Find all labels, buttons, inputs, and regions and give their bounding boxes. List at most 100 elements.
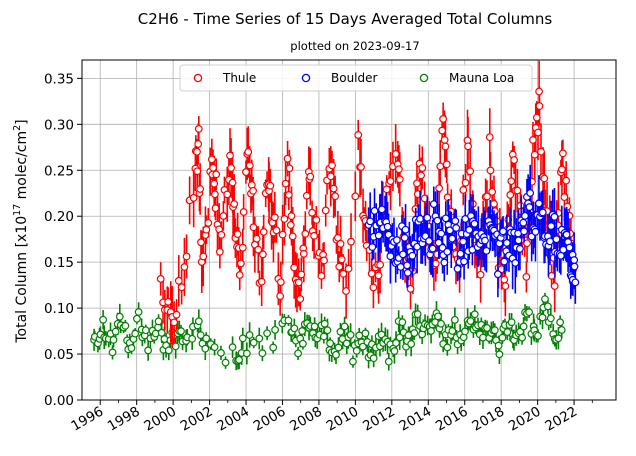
y-tick-label: 0.00 xyxy=(44,393,74,409)
data-point xyxy=(556,318,565,327)
data-point xyxy=(437,229,446,238)
data-point xyxy=(557,326,566,334)
data-point xyxy=(284,190,293,199)
data-point xyxy=(560,193,569,202)
data-point xyxy=(368,243,377,251)
data-point xyxy=(244,148,253,156)
x-tick-label: 2022 xyxy=(542,404,580,435)
data-point xyxy=(188,334,197,343)
data-point xyxy=(481,236,489,245)
data-point xyxy=(109,335,118,344)
data-point xyxy=(355,331,364,340)
data-point xyxy=(349,357,357,366)
data-point xyxy=(238,243,247,252)
data-point xyxy=(258,349,267,358)
data-point xyxy=(465,225,474,234)
data-point xyxy=(249,186,257,195)
data-point xyxy=(425,237,433,245)
x-tick-label: 2000 xyxy=(141,404,179,435)
data-point xyxy=(209,163,217,172)
data-point xyxy=(111,327,120,336)
data-point xyxy=(134,308,143,316)
data-point xyxy=(346,330,355,339)
data-point xyxy=(235,355,243,364)
data-point xyxy=(546,314,555,323)
data-point xyxy=(312,216,321,224)
data-point xyxy=(308,208,316,217)
data-point xyxy=(546,237,554,246)
data-point xyxy=(406,284,415,293)
legend-label: Thule xyxy=(222,71,256,85)
data-point xyxy=(339,269,348,278)
data-point xyxy=(337,255,346,264)
legend-marker xyxy=(301,73,311,83)
data-point xyxy=(144,346,153,355)
data-point xyxy=(177,283,186,292)
data-point xyxy=(202,225,211,234)
data-point xyxy=(541,295,549,303)
data-point xyxy=(352,346,361,355)
data-point xyxy=(540,174,549,183)
data-point xyxy=(174,276,183,285)
data-point xyxy=(403,268,412,277)
data-point xyxy=(344,264,353,273)
x-tick-label: 1998 xyxy=(105,404,143,435)
data-point xyxy=(320,319,329,328)
data-point xyxy=(466,167,475,176)
data-point xyxy=(131,329,140,338)
y-tick-label: 0.25 xyxy=(44,163,74,179)
data-point xyxy=(366,217,375,226)
data-point xyxy=(332,350,340,359)
legend-marker xyxy=(193,73,203,83)
data-point xyxy=(320,256,328,265)
data-point xyxy=(534,331,542,340)
data-point xyxy=(450,315,459,324)
data-point xyxy=(507,318,516,327)
data-point xyxy=(506,190,515,199)
data-point xyxy=(470,219,479,228)
data-point xyxy=(562,230,571,239)
data-point xyxy=(486,166,495,175)
x-tick-label: 1996 xyxy=(68,404,106,435)
data-point xyxy=(490,199,498,208)
legend-box xyxy=(179,64,533,92)
data-point xyxy=(400,233,409,242)
data-point xyxy=(194,317,203,326)
data-point xyxy=(386,177,395,186)
data-point xyxy=(440,136,449,144)
data-point xyxy=(570,262,579,271)
data-point xyxy=(197,238,205,247)
data-point xyxy=(570,256,579,264)
data-point xyxy=(233,230,242,239)
data-point xyxy=(427,327,435,335)
data-point xyxy=(290,263,299,272)
data-point xyxy=(386,252,395,261)
data-point xyxy=(376,260,385,269)
data-point xyxy=(390,347,399,355)
data-point xyxy=(133,314,141,323)
data-point xyxy=(127,344,136,352)
data-point xyxy=(510,156,519,164)
data-point xyxy=(403,261,411,270)
data-point xyxy=(369,354,378,363)
data-point xyxy=(164,346,173,355)
legend-label: Boulder xyxy=(331,71,378,85)
data-point xyxy=(521,211,529,220)
data-point xyxy=(448,327,457,335)
data-point xyxy=(550,282,559,290)
data-point xyxy=(441,214,450,223)
data-point xyxy=(296,295,305,303)
data-point xyxy=(535,87,543,96)
data-point xyxy=(435,184,444,193)
data-point xyxy=(442,160,451,169)
data-point xyxy=(171,342,180,351)
data-marks xyxy=(90,60,580,371)
data-point xyxy=(254,245,263,254)
data-point xyxy=(394,165,403,174)
data-point xyxy=(434,238,443,247)
data-point xyxy=(562,176,571,185)
data-point xyxy=(361,329,370,338)
data-point xyxy=(202,334,211,343)
x-tick-label: 2002 xyxy=(178,404,216,435)
data-point xyxy=(565,243,574,252)
